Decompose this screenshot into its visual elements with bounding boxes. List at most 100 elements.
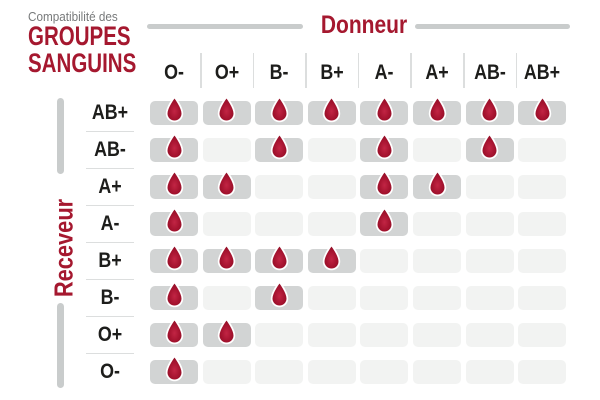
blood-drop-icon [375, 169, 394, 196]
cell-b+-from-b+ [307, 243, 356, 273]
cell-a--from-o+ [202, 211, 251, 236]
cell-ab--from-ab- [465, 132, 514, 162]
blood-drop-icon [165, 243, 183, 270]
column-separator [252, 53, 255, 88]
cell-a--from-b- [255, 211, 304, 236]
blood-drop-icon [165, 354, 183, 381]
cell-a+-from-o- [150, 169, 198, 199]
cell-b+-from-ab+ [518, 248, 567, 273]
cell-a--from-a+ [413, 211, 461, 236]
cell-a+-from-o+ [202, 169, 251, 199]
blood-drop-icon [428, 169, 446, 196]
recipient-header-a-: A- [100, 211, 120, 235]
row-separator [86, 352, 134, 355]
cell-b--from-ab+ [518, 285, 567, 310]
cell-a--from-ab+ [518, 211, 567, 236]
donor-header-b-: B- [269, 61, 289, 84]
cell-a--from-o- [150, 206, 198, 236]
cell-b--from-o- [150, 280, 198, 310]
recipient-axis-label: Receveur [48, 198, 79, 298]
column-separator [463, 53, 465, 88]
cell-b--from-b- [255, 280, 304, 310]
blood-drop-icon [165, 169, 183, 196]
cell-o--from-ab- [465, 359, 514, 384]
cell-o+-from-a+ [413, 322, 461, 347]
blood-drop-icon [165, 132, 183, 159]
blood-drop-icon [480, 132, 499, 159]
cell-ab+-from-b+ [307, 95, 356, 125]
cell-b--from-b+ [307, 285, 356, 310]
cell-o+-from-o+ [202, 317, 251, 347]
column-separator [305, 53, 307, 88]
cell-o--from-o- [150, 354, 198, 384]
donor-axis-label: Donneur [320, 11, 408, 39]
cell-a+-from-b+ [307, 174, 356, 199]
cell-a+-from-ab+ [518, 174, 567, 199]
cell-b+-from-a- [360, 248, 409, 273]
cell-ab+-from-a- [360, 95, 409, 125]
cell-ab--from-a+ [413, 137, 461, 162]
cell-ab--from-o- [150, 132, 198, 162]
recipient-header-b-: B- [100, 285, 120, 309]
blood-drop-icon [165, 206, 183, 233]
blood-drop-icon [217, 317, 236, 344]
cell-b+-from-o- [150, 243, 198, 273]
recipient-header-ab-: AB- [94, 137, 126, 161]
title-line1: GROUPES [28, 21, 131, 51]
cell-a--from-b+ [307, 211, 356, 236]
blood-drop-icon [375, 132, 394, 159]
blood-drop-icon [217, 169, 236, 196]
blood-drop-icon [270, 280, 288, 307]
recipient-axis-line-bottom [57, 303, 64, 388]
blood-drop-icon [270, 95, 288, 122]
cell-a+-from-b- [255, 174, 304, 199]
donor-header-ab-: AB- [473, 61, 506, 84]
cell-ab--from-ab+ [518, 137, 567, 162]
cell-b+-from-o+ [202, 243, 251, 273]
cell-a+-from-a- [360, 169, 409, 199]
cell-a+-from-a+ [413, 169, 461, 199]
cell-ab--from-b+ [307, 137, 356, 162]
blood-drop-icon [480, 95, 499, 122]
donor-header-a+: A+ [425, 61, 449, 84]
donor-header-a-: A- [374, 61, 394, 84]
cell-o--from-a- [360, 359, 409, 384]
blood-drop-icon [217, 95, 236, 122]
blood-drop-icon [217, 243, 236, 270]
blood-drop-icon [375, 95, 394, 122]
row-separator [86, 315, 134, 318]
donor-header-o-: O- [164, 61, 184, 84]
cell-b--from-a+ [413, 285, 461, 310]
column-separator [515, 53, 518, 88]
cell-b--from-o+ [202, 285, 251, 310]
blood-drop-icon [533, 95, 551, 122]
cell-o+-from-a- [360, 322, 409, 347]
cell-o+-from-ab- [465, 322, 514, 347]
row-separator [86, 241, 134, 244]
cell-o--from-b+ [307, 359, 356, 384]
cell-ab+-from-b- [255, 95, 304, 125]
cell-a--from-a- [360, 206, 409, 236]
recipient-header-ab+: AB+ [91, 100, 129, 124]
blood-drop-icon [375, 206, 394, 233]
cell-o--from-ab+ [518, 359, 567, 384]
blood-drop-icon [323, 243, 341, 270]
cell-o+-from-b+ [307, 322, 356, 347]
cell-ab+-from-a+ [413, 95, 461, 125]
cell-b--from-ab- [465, 285, 514, 310]
cell-o+-from-b- [255, 322, 304, 347]
row-separator [86, 167, 134, 170]
cell-b+-from-a+ [413, 248, 461, 273]
recipient-header-o-: O- [100, 359, 120, 383]
cell-o--from-a+ [413, 359, 461, 384]
recipient-axis-line-top [57, 98, 64, 174]
column-separator [357, 53, 360, 88]
column-separator [200, 53, 202, 88]
cell-ab+-from-ab+ [518, 95, 567, 125]
blood-drop-icon [270, 132, 288, 159]
row-separator [86, 278, 134, 281]
donor-axis-line-right [415, 24, 570, 29]
donor-header-ab+: AB+ [524, 61, 561, 84]
blood-drop-icon [165, 317, 183, 344]
